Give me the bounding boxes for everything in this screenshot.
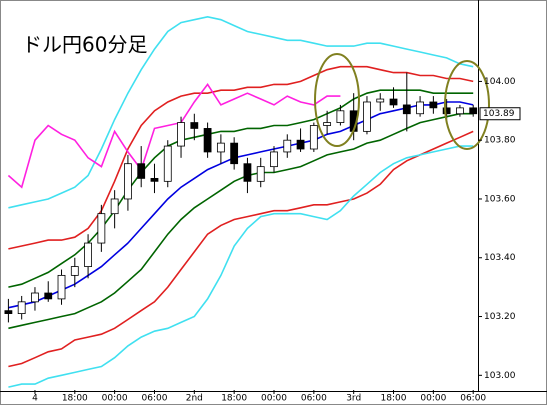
candle-body <box>256 166 265 182</box>
highlight-ellipse <box>444 60 490 150</box>
candle-body <box>70 266 79 276</box>
x-tick-label: 4 <box>32 394 38 404</box>
x-tick-label: 00:00 <box>420 394 446 404</box>
highlight-ellipse <box>314 53 360 147</box>
candle-body <box>283 139 292 153</box>
candle-body <box>190 122 199 129</box>
chart-title: ドル円60分足 <box>22 33 147 57</box>
candle-body <box>84 242 92 267</box>
y-tick-label: 103.60 <box>484 194 516 204</box>
candle-body <box>110 198 119 215</box>
y-tick-label: 103.00 <box>484 371 516 381</box>
indicator-line <box>8 15 474 209</box>
candle-body <box>323 122 332 126</box>
x-tick-label: 2nd <box>186 394 203 404</box>
candle-body <box>363 101 371 132</box>
candle-body <box>376 98 385 103</box>
x-tick-label: 06:00 <box>301 394 327 404</box>
candle-body <box>309 125 318 150</box>
indicator-line <box>8 101 474 309</box>
candle-body <box>177 122 185 147</box>
candle-body <box>416 101 424 115</box>
price-box <box>479 107 521 121</box>
x-tick-label: 18:00 <box>221 394 247 404</box>
indicator-line <box>8 65 474 250</box>
indicator-line <box>7 83 341 189</box>
x-tick-label: 06:00 <box>142 394 168 404</box>
y-tick-label: 104.00 <box>484 77 516 87</box>
candle-body <box>469 107 478 115</box>
candle-body <box>429 101 438 109</box>
x-tick-label: 18:00 <box>62 394 88 404</box>
x-tick-label: 18:00 <box>381 394 407 404</box>
y-tick-label: 103.40 <box>484 253 516 263</box>
candle-body <box>456 107 464 115</box>
candle-body <box>44 292 53 300</box>
candle-body <box>243 163 252 182</box>
last-price-label: 103.89 <box>483 109 515 119</box>
candle-body <box>203 128 212 153</box>
candle-body <box>57 274 66 300</box>
candle-body <box>389 98 398 106</box>
candle-body <box>124 163 132 200</box>
y-tick-label: 103.80 <box>484 136 516 146</box>
y-tick-label: 103.20 <box>484 312 516 322</box>
candle-body <box>4 310 13 314</box>
candle-body <box>97 213 106 244</box>
indicator-line <box>8 145 474 388</box>
x-tick-label: 06:00 <box>460 394 486 404</box>
candle-body <box>163 145 172 182</box>
candle-body <box>442 107 451 115</box>
candle-body <box>216 142 225 153</box>
candle-body <box>150 177 159 182</box>
x-tick-label: 3rd <box>346 394 361 404</box>
x-tick-label: 00:00 <box>261 394 287 404</box>
candle-body <box>336 110 345 123</box>
plot-area <box>4 15 478 388</box>
candle-body <box>402 104 411 115</box>
candle-body <box>230 142 239 165</box>
x-tick-label: 00:00 <box>102 394 128 404</box>
candle-body <box>31 292 39 303</box>
candle-body <box>296 139 305 150</box>
candle-body <box>270 151 278 168</box>
candle-body <box>17 301 26 314</box>
candle-body <box>137 163 146 179</box>
indicator-line <box>8 130 474 368</box>
indicator-line <box>8 112 474 330</box>
